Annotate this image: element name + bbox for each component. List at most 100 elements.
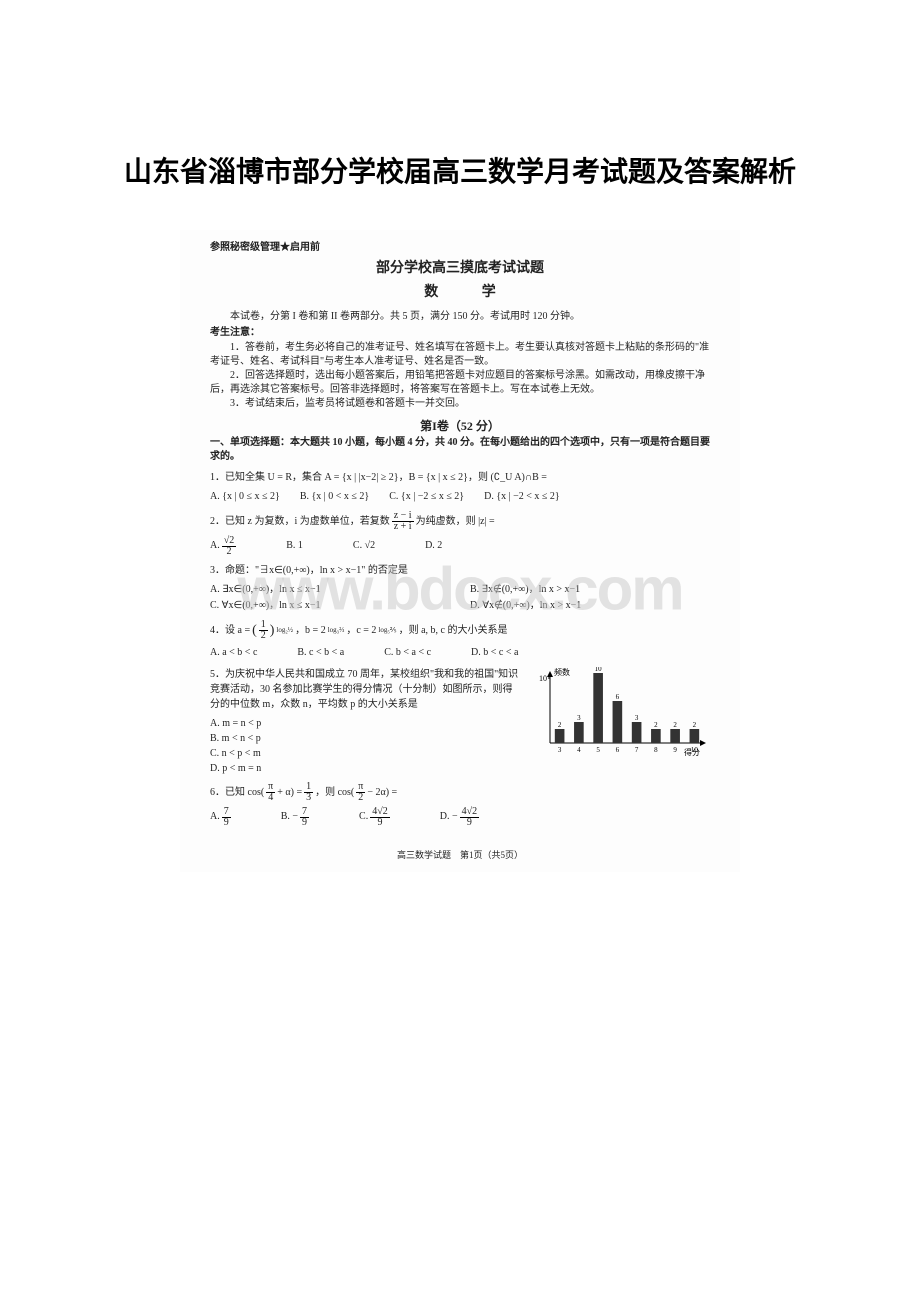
q2-opt-a: A. √2 2 <box>210 536 236 557</box>
q4-options: A. a < b < c B. c < b < a C. b < a < c D… <box>210 645 710 661</box>
q6-options: A. 7 9 B. − 7 9 C. 4√2 9 D. − 4√2 9 <box>210 807 710 828</box>
q1-options: A. {x | 0 ≤ x ≤ 2} B. {x | 0 < x ≤ 2} C.… <box>210 489 710 505</box>
q5-opt-b: B. m < n < p <box>210 731 359 746</box>
q2-a-label: A. <box>210 538 220 554</box>
q4-c-pre: ，c = 2 <box>346 623 376 638</box>
q6-d-frac: 4√2 9 <box>460 807 480 828</box>
q5-options: A. m = n < p B. m < n < p C. n < p < m D… <box>210 716 520 776</box>
q4-opt-b: B. c < b < a <box>297 645 344 661</box>
q6-pre: 6．已知 cos( <box>210 785 264 800</box>
svg-text:4: 4 <box>577 746 581 754</box>
svg-text:6: 6 <box>616 693 620 701</box>
q2-frac-den: z + i <box>392 522 414 532</box>
svg-text:2: 2 <box>558 721 562 729</box>
svg-text:7: 7 <box>635 746 639 754</box>
q5-opt-a: A. m = n < p <box>210 716 359 731</box>
q4-paren-r: ) <box>270 620 275 641</box>
q1-text: 1．已知全集 U = R，集合 A = {x | |x−2| ≥ 2}，B = … <box>210 470 710 485</box>
q2-options: A. √2 2 B. 1 C. √2 D. 2 <box>210 536 710 557</box>
q6-c-label: C. <box>359 809 368 825</box>
q5-opt-c: C. n < p < m <box>210 746 359 761</box>
q2-opt-b: B. 1 <box>286 538 303 554</box>
q3-opt-b: B. ∃x∉(0,+∞)，ln x > x−1 <box>470 582 710 598</box>
exam-intro: 本试卷，分第 I 卷和第 II 卷两部分。共 5 页，满分 150 分。考试用时… <box>210 309 710 325</box>
q1-opt-c: C. {x | −2 ≤ x ≤ 2} <box>389 489 464 505</box>
q4-b-pre: ，b = 2 <box>295 623 326 638</box>
q5-chart: 频数得分10233410566372829210 <box>530 667 710 757</box>
page-title: 山东省淄博市部分学校届高三数学月考试题及答案解析 <box>0 0 920 230</box>
q4-pre: 4．设 a = <box>210 623 250 638</box>
page-footer: 高三数学试题 第1页（共5页） <box>210 848 710 862</box>
svg-text:3: 3 <box>635 714 639 722</box>
q6-d-label: D. − <box>440 809 458 825</box>
svg-text:3: 3 <box>558 746 562 754</box>
q4-opt-c: C. b < a < c <box>384 645 431 661</box>
secret-line: 参照秘密级管理★启用前 <box>210 240 710 256</box>
notice-3: 3．考试结束后，监考员将试题卷和答题卡一并交回。 <box>210 397 710 411</box>
q3-options: A. ∃x∈(0,+∞)，ln x ≤ x−1 B. ∃x∉(0,+∞)，ln … <box>210 582 710 614</box>
q6-mid2: ，则 cos( <box>315 785 354 800</box>
q6-pi4-den: 4 <box>266 793 275 803</box>
section1-title: 第I卷（52 分） <box>210 417 710 436</box>
q4-a-base: 1 2 <box>259 620 268 641</box>
svg-text:8: 8 <box>654 746 658 754</box>
q6-a-frac: 7 9 <box>222 807 231 828</box>
q4-paren-l: ( <box>252 620 257 641</box>
exam-page: www.bdocx.com 参照秘密级管理★启用前 部分学校高三摸底考试试题 数… <box>180 230 740 872</box>
q2-opt-c: C. √2 <box>353 538 375 554</box>
q6-text: 6．已知 cos( π 4 + α) = 1 3 ，则 cos( π 2 − 2… <box>210 782 710 803</box>
svg-text:10: 10 <box>539 674 547 683</box>
svg-text:2: 2 <box>654 721 658 729</box>
q6-b-den: 9 <box>300 818 309 828</box>
q4-a-den: 2 <box>259 631 268 641</box>
notice-2: 2．回答选择题时，选出每小题答案后，用铅笔把答题卡对应题目的答案标号涂黑。如需改… <box>210 369 710 397</box>
bar-chart-svg: 频数得分10233410566372829210 <box>530 667 710 757</box>
q1-opt-b: B. {x | 0 < x ≤ 2} <box>300 489 369 505</box>
q6-a-label: A. <box>210 809 220 825</box>
q4-opt-d: D. b < c < a <box>471 645 518 661</box>
svg-text:10: 10 <box>595 667 603 673</box>
q3-opt-a: A. ∃x∈(0,+∞)，ln x ≤ x−1 <box>210 582 450 598</box>
q4-b-exp: log₃⅔ <box>328 625 345 636</box>
q5: 5．为庆祝中华人民共和国成立 70 周年，某校组织"我和我的祖国"知识竞赛活动，… <box>210 667 710 776</box>
q6-c-frac: 4√2 9 <box>370 807 390 828</box>
q5-opt-d: D. p < m = n <box>210 761 359 776</box>
q3-opt-c: C. ∀x∈(0,+∞)，ln x ≤ x−1 <box>210 598 450 614</box>
q6-mid1: + α) = <box>277 785 302 800</box>
q6-mid3: − 2α) = <box>367 785 397 800</box>
svg-text:6: 6 <box>616 746 620 754</box>
q4-suffix: ，则 a, b, c 的大小关系是 <box>399 623 508 638</box>
q3-text: 3．命题："∃x∈(0,+∞)，ln x > x−1" 的否定是 <box>210 563 710 578</box>
exam-subject: 数 学 <box>210 282 710 304</box>
q1-opt-d: D. {x | −2 < x ≤ 2} <box>484 489 560 505</box>
svg-text:5: 5 <box>596 746 600 754</box>
q6-d-den: 9 <box>460 818 480 828</box>
q3-opt-d: D. ∀x∉(0,+∞)，ln x > x−1 <box>470 598 710 614</box>
q2-a-frac: √2 2 <box>222 536 237 557</box>
exam-title: 部分学校高三摸底考试试题 <box>210 258 710 280</box>
q5-text: 5．为庆祝中华人民共和国成立 70 周年，某校组织"我和我的祖国"知识竞赛活动，… <box>210 667 520 712</box>
svg-text:3: 3 <box>577 714 581 722</box>
q2-a-den: 2 <box>222 547 237 557</box>
svg-text:10: 10 <box>691 746 699 754</box>
q2-text: 2．已知 z 为复数，i 为虚数单位，若复数 z − i z + i 为纯虚数，… <box>210 511 710 532</box>
q6-13-den: 3 <box>304 793 313 803</box>
q2-opt-d: D. 2 <box>425 538 442 554</box>
section1-desc: 一、单项选择题：本大题共 10 小题，每小题 4 分，共 40 分。在每小题给出… <box>210 436 710 464</box>
svg-text:2: 2 <box>693 721 697 729</box>
q4-text: 4．设 a = ( 1 2 ) log₂½ ，b = 2 log₃⅔ ，c = … <box>210 620 710 641</box>
q6-pi4: π 4 <box>266 782 275 803</box>
q2-prefix: 2．已知 z 为复数，i 为虚数单位，若复数 <box>210 514 390 529</box>
q4-opt-a: A. a < b < c <box>210 645 257 661</box>
q6-opt-a: A. 7 9 <box>210 807 231 828</box>
notice-1: 1．答卷前，考生务必将自己的准考证号、姓名填写在答题卡上。考生要认真核对答题卡上… <box>210 341 710 369</box>
q5-left: 5．为庆祝中华人民共和国成立 70 周年，某校组织"我和我的祖国"知识竞赛活动，… <box>210 667 520 776</box>
q6-opt-c: C. 4√2 9 <box>359 807 390 828</box>
q2-suffix: 为纯虚数，则 |z| = <box>416 514 495 529</box>
q6-opt-b: B. − 7 9 <box>281 807 309 828</box>
q6-b-frac: 7 9 <box>300 807 309 828</box>
q6-c-den: 9 <box>370 818 390 828</box>
q4-a-exp: log₂½ <box>276 625 293 636</box>
q6-onethird: 1 3 <box>304 782 313 803</box>
q6-opt-d: D. − 4√2 9 <box>440 807 479 828</box>
